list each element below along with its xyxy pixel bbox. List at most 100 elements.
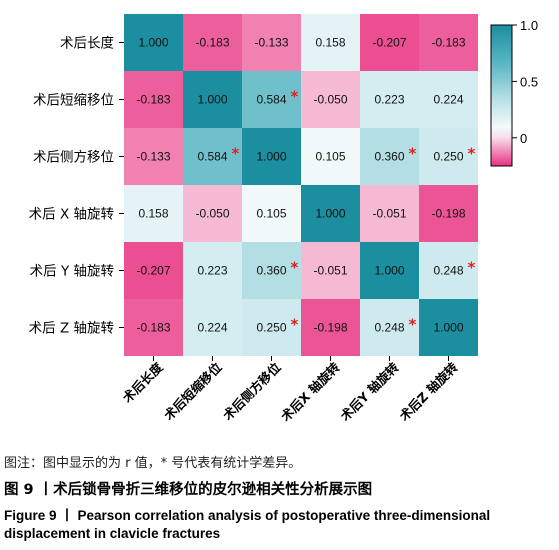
significance-star: * <box>232 145 240 163</box>
cell-value-label: 0.105 <box>315 150 345 164</box>
heatmap-cell <box>419 242 478 299</box>
heatmap-cell <box>183 14 242 71</box>
heatmap-cell <box>419 128 478 185</box>
cell-value-label: -0.183 <box>136 321 170 335</box>
cell-value-label: -0.050 <box>313 93 347 107</box>
cell-value-label: -0.133 <box>254 36 288 50</box>
heatmap-cell <box>124 128 183 185</box>
cell-value-label: -0.051 <box>372 207 406 221</box>
cell-value-label: 1.000 <box>374 264 404 278</box>
heatmap-cell <box>242 71 301 128</box>
heatmap-cell <box>419 299 478 356</box>
figure-note: 图注：图中显示的为 r 值，* 号代表有统计学差异。 <box>4 456 302 471</box>
column-label: 术后Z 轴旋转 <box>396 359 461 424</box>
column-label: 术后侧方移位 <box>219 359 284 424</box>
heatmap-cell <box>242 299 301 356</box>
heatmap-cell <box>242 242 301 299</box>
cell-value-label: 0.584 <box>256 93 286 107</box>
figure-caption-english-line-1: Figure 9 丨 Pearson correlation analysis … <box>4 508 491 523</box>
figure-caption-chinese: 图 9 丨术后锁骨骨折三维移位的皮尔逊相关性分析展示图 <box>4 482 373 498</box>
significance-star: * <box>468 259 476 277</box>
heatmap-cell <box>242 14 301 71</box>
cell-value-label: 1.000 <box>256 150 286 164</box>
cell-value-label: 0.360 <box>256 264 286 278</box>
cell-value-label: 0.223 <box>374 93 404 107</box>
row-label: 术后短缩移位 <box>33 93 114 109</box>
cell-value-label: -0.051 <box>313 264 347 278</box>
column-label: 术后短缩移位 <box>160 359 225 424</box>
cell-value-label: -0.183 <box>431 36 465 50</box>
heatmap-cell <box>301 14 360 71</box>
cell-value-label: 1.000 <box>197 93 227 107</box>
heatmap-cell <box>360 299 419 356</box>
colorbar-tick-label: 0.5 <box>520 74 538 89</box>
heatmap-cell <box>360 242 419 299</box>
significance-star: * <box>468 145 476 163</box>
heatmap-cell <box>360 185 419 242</box>
heatmap-cells: 1.000 -0.183 -0.133 0.158 -0.207 -0.183 -0.183… <box>124 14 478 356</box>
cell-value-label: -0.183 <box>195 36 229 50</box>
cell-value-label: 1.000 <box>138 36 168 50</box>
colorbar-tick-label: 0 <box>520 131 527 146</box>
cell-value-label: 0.248 <box>433 264 463 278</box>
cell-value-label: 0.223 <box>197 264 227 278</box>
row-label: 术后长度 <box>60 36 114 52</box>
heatmap-cell <box>301 185 360 242</box>
cell-value-label: 0.250 <box>433 150 463 164</box>
cell-value-label: 0.224 <box>433 93 463 107</box>
heatmap-cell <box>124 185 183 242</box>
heatmap-cell <box>419 185 478 242</box>
cell-value-label: 0.248 <box>374 321 404 335</box>
row-label: 术后 Y 轴旋转 <box>30 264 114 280</box>
heatmap-cell <box>301 299 360 356</box>
cell-value-label: -0.198 <box>431 207 465 221</box>
colorbar-tick-label: 1.0 <box>520 18 538 33</box>
heatmap-cell <box>124 71 183 128</box>
cell-value-label: -0.133 <box>136 150 170 164</box>
colorbar-gradient <box>490 24 513 167</box>
significance-star: * <box>409 145 417 163</box>
cell-value-label: -0.207 <box>372 36 406 50</box>
heatmap-cell <box>301 242 360 299</box>
cell-value-label: 0.158 <box>138 207 168 221</box>
row-label: 术后 X 轴旋转 <box>29 207 114 223</box>
significance-star: * <box>409 316 417 334</box>
cell-value-label: 0.360 <box>374 150 404 164</box>
colorbar: 1.0 0.5 0 <box>490 18 538 167</box>
heatmap-cell <box>183 242 242 299</box>
column-label: 术后Y 轴旋转 <box>337 359 402 424</box>
row-label: 术后 Z 轴旋转 <box>29 321 114 337</box>
heatmap-cell <box>419 71 478 128</box>
heatmap-cell <box>124 14 183 71</box>
significance-star: * <box>291 88 299 106</box>
cell-value-label: 0.250 <box>256 321 286 335</box>
cell-value-label: 0.224 <box>197 321 227 335</box>
cell-value-label: -0.198 <box>313 321 347 335</box>
heatmap-cell <box>360 14 419 71</box>
heatmap-cell <box>124 242 183 299</box>
heatmap-cell <box>183 185 242 242</box>
cell-value-label: 1.000 <box>315 207 345 221</box>
heatmap-cell <box>301 128 360 185</box>
cell-value-label: -0.050 <box>195 207 229 221</box>
heatmap-cell <box>301 71 360 128</box>
significance-star: * <box>291 316 299 334</box>
heatmap-cell <box>183 299 242 356</box>
heatmap-cell <box>124 299 183 356</box>
cell-value-label: 0.105 <box>256 207 286 221</box>
cell-value-label: 1.000 <box>433 321 463 335</box>
cell-value-label: -0.207 <box>136 264 170 278</box>
heatmap-cell <box>360 71 419 128</box>
heatmap-cell <box>419 14 478 71</box>
heatmap-cell <box>360 128 419 185</box>
heatmap-cell <box>242 128 301 185</box>
cell-value-label: -0.183 <box>136 93 170 107</box>
heatmap-cell <box>183 71 242 128</box>
cell-value-label: 0.584 <box>197 150 227 164</box>
cell-value-label: 0.158 <box>315 36 345 50</box>
figure-caption-english-line-2: displacement in clavicle fractures <box>4 526 221 541</box>
heatmap-cell <box>183 128 242 185</box>
heatmap-cell <box>242 185 301 242</box>
row-label: 术后侧方移位 <box>33 150 114 166</box>
